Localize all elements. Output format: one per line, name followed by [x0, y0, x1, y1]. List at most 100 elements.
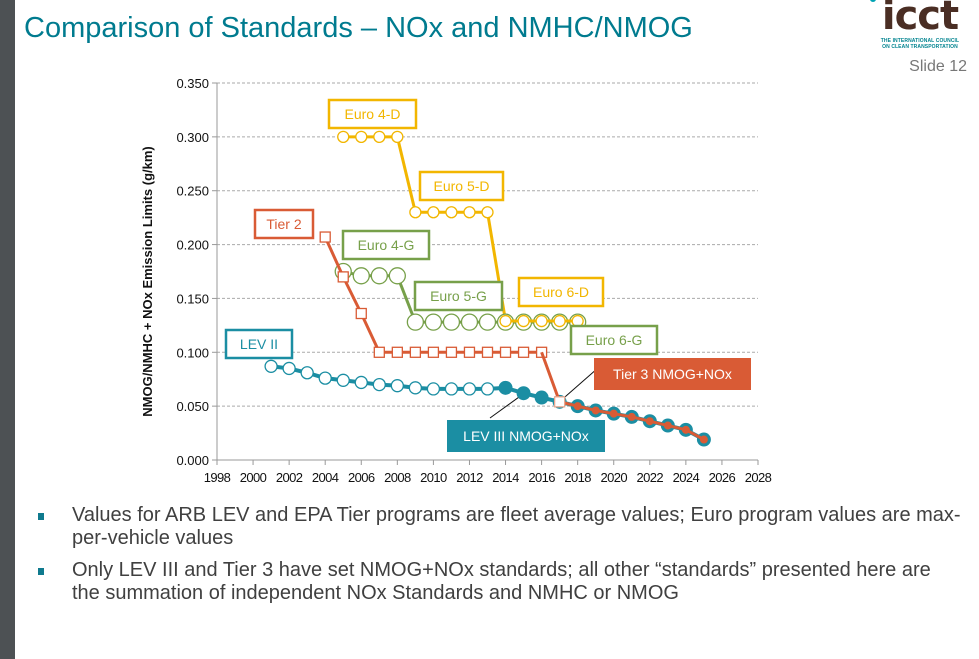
bullet-text: Only LEV III and Tier 3 have set NMOG+NO… [72, 559, 931, 604]
x-tick-label: 2014 [492, 470, 519, 485]
annotation-leader-line [489, 394, 522, 419]
data-point-square [337, 271, 349, 283]
annotation-box [447, 420, 605, 452]
data-point-circle [373, 130, 386, 144]
x-tick-label: 2016 [528, 470, 555, 485]
y-tick-label: 0.050 [176, 399, 209, 414]
data-point-circle [460, 313, 479, 331]
annotation-box [413, 280, 504, 312]
annotation-box [569, 324, 659, 356]
data-point-filled [627, 412, 636, 421]
data-point-square [517, 346, 530, 358]
data-point-circle [390, 379, 404, 393]
x-tick-label: 2002 [276, 470, 303, 485]
series-tier-3-nmog-nox [540, 351, 708, 444]
data-point-square [391, 346, 403, 358]
annotation-label: Euro 6-G [586, 332, 643, 348]
bullet-text: Values for ARB LEV and EPA Tier programs… [72, 504, 961, 549]
data-point-circle [444, 382, 459, 396]
annotation-box [224, 328, 294, 360]
data-point-circle [463, 206, 476, 219]
x-tick-label: 2018 [564, 470, 591, 485]
data-point-circle [264, 359, 278, 373]
annotation-leader-line [561, 367, 599, 401]
data-point-circle [499, 314, 512, 328]
data-point-circle [354, 375, 368, 390]
series-line [342, 270, 398, 278]
y-tick-label: 0.300 [176, 130, 209, 145]
series-euro-6-d [499, 314, 584, 328]
data-point-filled [498, 380, 513, 395]
x-tick-label: 2022 [637, 470, 664, 485]
annotation-box [253, 208, 315, 240]
data-point-square [355, 307, 367, 320]
data-point-square [373, 346, 385, 358]
bullet-square-icon [38, 513, 44, 520]
annotation-lev-ii: LEV II [224, 328, 294, 360]
x-tick-label: 2028 [745, 470, 772, 485]
series-connector [395, 136, 417, 213]
y-tick-label: 0.100 [176, 345, 209, 360]
data-point-filled [534, 390, 549, 405]
data-point-square [481, 346, 494, 358]
data-point-filled [663, 421, 672, 430]
series-euro-5-g [406, 313, 497, 331]
annotation-euro-5-d: Euro 5-D [418, 170, 505, 202]
y-tick-label: 0.200 [176, 238, 209, 253]
data-point-circle [445, 206, 458, 219]
x-tick-label: 2008 [384, 470, 411, 485]
slide-number: Slide 12 [909, 58, 967, 75]
data-point-circle [370, 267, 388, 285]
y-tick-label: 0.350 [176, 76, 209, 91]
data-point-square [319, 231, 331, 243]
x-tick-label: 2010 [420, 470, 447, 485]
annotation-box [327, 98, 418, 130]
series-lev-ii [264, 359, 513, 396]
logo-subtitle-2: ON CLEAN TRANSPORTATION [882, 44, 958, 50]
data-point-circle [352, 267, 370, 285]
logo-wordmark: icct [881, 0, 959, 39]
annotation-label: LEV III NMOG+NOx [463, 428, 589, 444]
data-point-square [553, 396, 566, 408]
emissions-chart: 0.000 0.050 0.100 0.150 0.200 0.250 0.300 0.350… [140, 76, 772, 485]
data-point-circle [336, 373, 350, 387]
series-line [540, 351, 705, 441]
annotation-box [418, 170, 505, 202]
data-point-circle [409, 206, 422, 219]
data-point-circle [427, 206, 440, 219]
data-point-circle [535, 314, 548, 328]
x-tick-label: 1998 [204, 470, 231, 485]
annotation-label: Euro 6-D [533, 284, 589, 300]
data-point-filled [609, 409, 618, 418]
x-tick-label: 2020 [600, 470, 627, 485]
series-tier-2 [319, 231, 548, 358]
y-tick-label: 0.000 [176, 453, 209, 468]
annotation-box [517, 276, 605, 308]
data-point-circle [355, 130, 368, 144]
data-point-circle [426, 382, 441, 396]
data-point-filled [645, 417, 654, 426]
data-point-circle [406, 313, 425, 331]
data-point-circle [480, 382, 495, 396]
annotation-lev-iii-nmog-nox: LEV III NMOG+NOx [447, 420, 605, 452]
annotation-label: Euro 5-D [433, 178, 489, 194]
y-tick-label: 0.150 [176, 291, 209, 306]
y-tick-label: 0.250 [176, 184, 209, 199]
data-point-circle [372, 377, 386, 392]
annotation-euro-4-d: Euro 4-D [327, 98, 418, 130]
x-tick-label: 2012 [456, 470, 483, 485]
annotation-label: LEV II [240, 336, 278, 352]
left-edge-bar [0, 0, 15, 659]
bullet-item: Values for ARB LEV and EPA Tier programs… [24, 504, 964, 550]
x-tick-label: 2026 [709, 470, 736, 485]
annotation-label: Euro 4-D [344, 106, 400, 122]
data-point-circle [408, 381, 423, 395]
data-point-circle [391, 130, 404, 144]
data-point-circle [300, 366, 314, 380]
data-point-filled [573, 402, 582, 411]
annotation-tier-3-nmog-nox: Tier 3 NMOG+NOx [594, 358, 751, 390]
x-tick-label: 2000 [240, 470, 267, 485]
data-point-circle [462, 382, 477, 396]
annotation-label: Euro 4-G [358, 237, 415, 253]
x-tick-label: 2004 [312, 470, 339, 485]
